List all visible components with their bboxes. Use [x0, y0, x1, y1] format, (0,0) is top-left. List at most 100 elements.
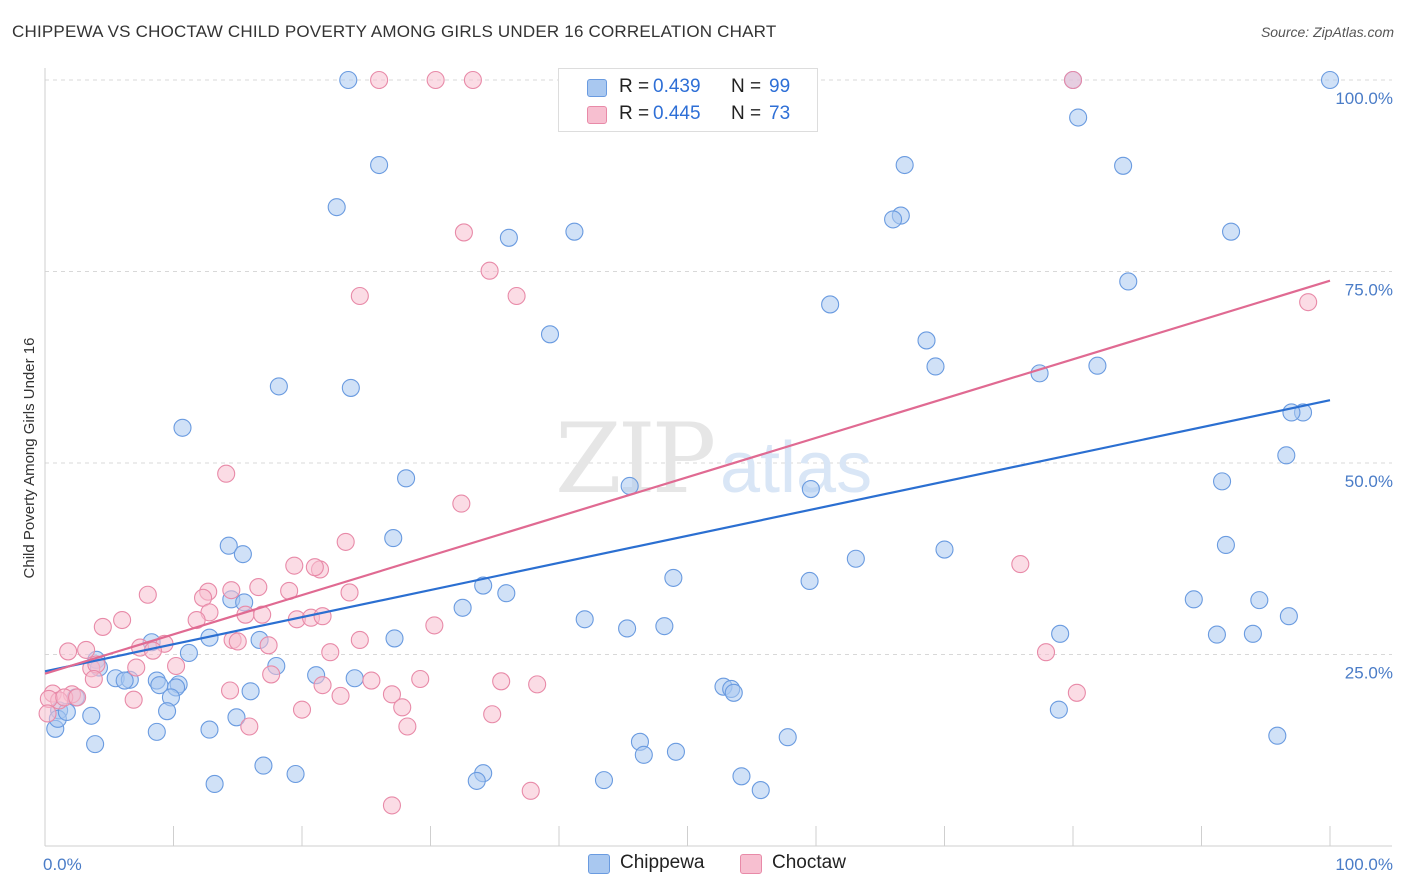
- chippewa-point: [147, 722, 166, 741]
- choctaw-point: [124, 690, 143, 709]
- choctaw-point: [507, 286, 526, 306]
- chippewa-point: [1119, 272, 1138, 291]
- chippewa-point: [397, 469, 416, 488]
- chippewa-point: [1069, 108, 1088, 127]
- choctaw-point: [217, 464, 236, 483]
- chippewa-point: [453, 598, 472, 617]
- x-tick-label: 0.0%: [43, 855, 82, 874]
- chippewa-point: [751, 781, 770, 800]
- y-tick-label: 50.0%: [1345, 472, 1393, 491]
- chippewa-point: [384, 529, 403, 548]
- stats-legend: R = 0.439 N = 99 R = 0.445 N = 73: [558, 68, 818, 132]
- choctaw-point: [454, 223, 473, 242]
- chippewa-swatch: [588, 854, 610, 874]
- choctaw-point: [426, 70, 445, 90]
- chippewa-point: [594, 771, 614, 790]
- choctaw-point: [398, 717, 417, 736]
- choctaw-point: [331, 686, 350, 705]
- chippewa-point: [1216, 535, 1235, 555]
- choctaw-point: [68, 688, 87, 707]
- chippewa-point: [341, 378, 360, 397]
- chippewa-point: [801, 479, 820, 499]
- chippewa-point: [926, 357, 945, 376]
- chippewa-point: [339, 70, 358, 90]
- r-value: 0.445: [653, 103, 701, 124]
- choctaw-point: [1063, 70, 1083, 90]
- chippewa-point: [575, 610, 594, 629]
- choctaw-point: [228, 632, 247, 651]
- chippewa-point: [82, 706, 101, 725]
- n-value: 99: [769, 76, 791, 97]
- chippewa-point: [1207, 625, 1226, 644]
- chippewa-point: [86, 735, 105, 754]
- chippewa-point: [499, 228, 518, 247]
- r-label: R =: [619, 103, 650, 124]
- chippewa-point: [219, 536, 238, 555]
- chippewa-point: [474, 576, 493, 595]
- chippewa-point: [800, 571, 819, 591]
- chippewa-point: [385, 629, 404, 648]
- choctaw-point: [93, 617, 112, 636]
- choctaw-point: [321, 643, 340, 662]
- choctaw-point: [285, 556, 304, 575]
- y-tick-label: 75.0%: [1345, 281, 1393, 300]
- choctaw-point: [425, 616, 444, 635]
- choctaw-point: [313, 607, 332, 626]
- choctaw-point: [220, 681, 240, 700]
- choctaw-point: [463, 70, 482, 90]
- source-credit: Source: ZipAtlas.com: [1260, 24, 1394, 40]
- choctaw-point: [362, 671, 381, 690]
- choctaw-point: [1067, 683, 1086, 702]
- choctaw-point: [528, 675, 547, 694]
- chippewa-point: [618, 619, 637, 638]
- chippewa-point: [173, 418, 192, 437]
- choctaw-point: [292, 700, 312, 719]
- chippewa-point: [158, 702, 177, 721]
- n-value: 73: [769, 103, 791, 124]
- choctaw-point: [1036, 643, 1056, 662]
- chippewa-point: [1213, 472, 1232, 491]
- grid-lines: [45, 79, 1392, 655]
- legend-label: Choctaw: [772, 852, 846, 873]
- chippewa-point: [254, 756, 273, 775]
- chippewa-point: [241, 682, 260, 701]
- chippewa-point: [565, 222, 584, 241]
- choctaw-point: [350, 286, 369, 306]
- chippewa-point: [935, 540, 954, 559]
- chippewa-swatch: [587, 79, 607, 97]
- n-label: N =: [731, 76, 762, 97]
- choctaw-point: [84, 669, 103, 689]
- choctaw-point: [521, 781, 540, 800]
- chippewa-point: [1051, 624, 1070, 643]
- choctaw-point: [313, 676, 332, 695]
- y-tick-label: 25.0%: [1345, 664, 1393, 683]
- choctaw-point: [77, 640, 96, 659]
- chippewa-point: [634, 745, 653, 764]
- choctaw-point: [187, 610, 206, 630]
- chippewa-point: [1279, 607, 1298, 626]
- choctaw-point: [382, 685, 402, 704]
- chippewa-point: [200, 720, 219, 739]
- choctaw-trend-line: [44, 279, 1331, 675]
- choctaw-point: [393, 698, 412, 717]
- chippewa-point: [1250, 591, 1269, 610]
- chippewa-point: [724, 683, 743, 702]
- chippewa-point: [179, 643, 198, 663]
- chippewa-point: [1243, 624, 1262, 643]
- choctaw-point: [483, 705, 502, 724]
- watermark-atlas: atlas: [720, 428, 872, 508]
- y-tick-label: 100.0%: [1335, 89, 1393, 108]
- choctaw-point: [340, 583, 359, 602]
- r-value: 0.439: [653, 76, 701, 97]
- choctaw-point: [411, 669, 430, 689]
- y-axis-label: Child Poverty Among Girls Under 16: [21, 338, 38, 579]
- watermark: ZIP atlas: [555, 403, 872, 515]
- choctaw-point: [350, 630, 369, 649]
- chippewa-point: [655, 617, 674, 636]
- legend-row-choctaw: R = 0.445 N = 73: [559, 101, 817, 127]
- choctaw-point: [492, 672, 511, 691]
- r-label: R =: [619, 76, 650, 97]
- chippewa-point: [233, 545, 252, 564]
- n-label: N =: [731, 103, 762, 124]
- chippewa-point: [1222, 222, 1241, 241]
